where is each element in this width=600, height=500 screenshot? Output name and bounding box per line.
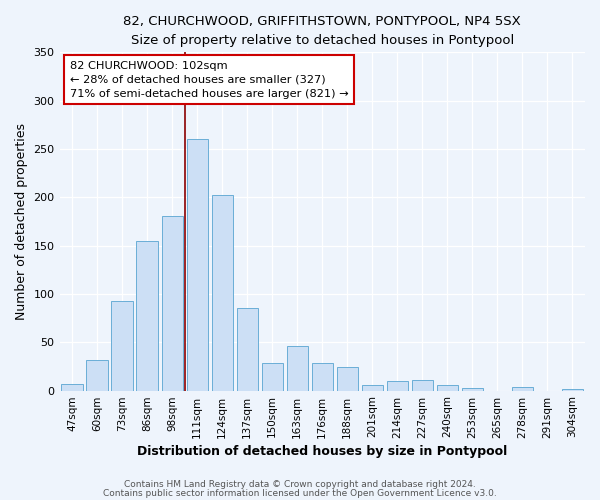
Text: 82 CHURCHWOOD: 102sqm
← 28% of detached houses are smaller (327)
71% of semi-det: 82 CHURCHWOOD: 102sqm ← 28% of detached … <box>70 61 349 99</box>
Bar <box>112 300 133 390</box>
Bar <box>412 380 433 390</box>
Y-axis label: Number of detached properties: Number of detached properties <box>15 123 28 320</box>
Bar <box>387 381 408 390</box>
Bar <box>236 308 258 390</box>
Text: Contains public sector information licensed under the Open Government Licence v3: Contains public sector information licen… <box>103 488 497 498</box>
Bar <box>86 360 108 390</box>
Bar <box>437 385 458 390</box>
Bar <box>262 362 283 390</box>
Bar <box>462 388 483 390</box>
Bar <box>136 241 158 390</box>
Bar <box>362 385 383 390</box>
X-axis label: Distribution of detached houses by size in Pontypool: Distribution of detached houses by size … <box>137 444 508 458</box>
Bar <box>562 388 583 390</box>
Bar <box>512 386 533 390</box>
Bar <box>161 216 183 390</box>
Text: Contains HM Land Registry data © Crown copyright and database right 2024.: Contains HM Land Registry data © Crown c… <box>124 480 476 489</box>
Title: 82, CHURCHWOOD, GRIFFITHSTOWN, PONTYPOOL, NP4 5SX
Size of property relative to d: 82, CHURCHWOOD, GRIFFITHSTOWN, PONTYPOOL… <box>124 15 521 47</box>
Bar <box>337 368 358 390</box>
Bar <box>187 140 208 390</box>
Bar <box>311 362 333 390</box>
Bar <box>61 384 83 390</box>
Bar <box>212 196 233 390</box>
Bar <box>287 346 308 391</box>
